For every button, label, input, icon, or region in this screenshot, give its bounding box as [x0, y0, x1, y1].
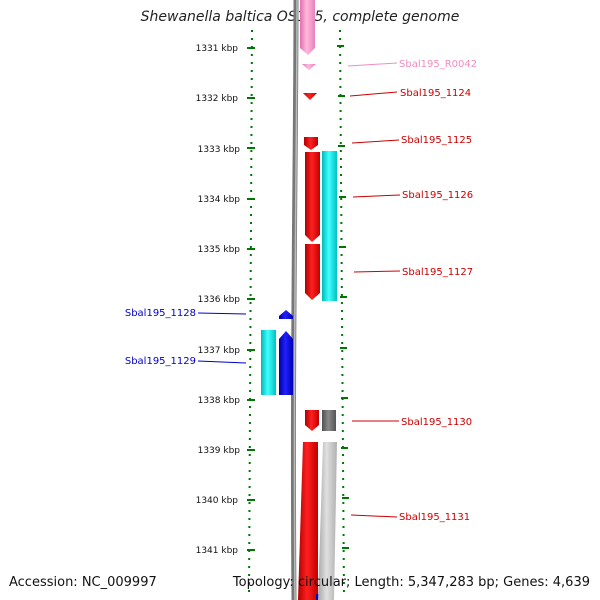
gene-label-1126[interactable]: Sbal195_1126	[402, 190, 473, 201]
gene-1126-feature[interactable]	[305, 152, 320, 242]
gene-1127-feature[interactable]	[305, 244, 320, 300]
right-track-boundary	[339, 29, 345, 599]
leader-lines	[197, 62, 401, 518]
tick-label: 1340 kbp	[196, 496, 239, 506]
tick-label: 1339 kbp	[198, 446, 241, 456]
gene-label-1127[interactable]: Sbal195_1127	[402, 267, 473, 278]
gene-1128-feature[interactable]	[279, 310, 293, 319]
tick-label: 1333 kbp	[198, 145, 241, 155]
ruler-labels: 1331 kbp 1332 kbp 1333 kbp 1334 kbp 1335…	[196, 44, 241, 556]
gene-1125-feature[interactable]	[304, 137, 318, 150]
gene-label-1128[interactable]: Sbal195_1128	[125, 308, 196, 319]
genome-backbone	[290, 0, 299, 600]
gene-labels: Sbal195_R0042 Sbal195_1124 Sbal195_1125 …	[125, 59, 477, 523]
gene-r0042-feature[interactable]	[300, 0, 316, 70]
gene-label-r0042[interactable]: Sbal195_R0042	[399, 59, 477, 70]
tick-label: 1337 kbp	[198, 346, 241, 356]
gene-1129-feature[interactable]	[279, 331, 293, 395]
tick-label: 1332 kbp	[196, 94, 239, 104]
grey-match-block	[322, 410, 336, 431]
light-grey-match-block	[318, 442, 337, 600]
ruler-ticks-left	[247, 47, 255, 551]
gene-1131-feature[interactable]	[298, 442, 318, 600]
tick-label: 1331 kbp	[196, 44, 239, 54]
accession-label: Accession: NC_009997	[9, 575, 157, 590]
tick-label: 1341 kbp	[196, 546, 239, 556]
gene-label-1131[interactable]: Sbal195_1131	[399, 512, 470, 523]
gene-label-1129[interactable]: Sbal195_1129	[125, 356, 196, 367]
tick-label: 1335 kbp	[198, 245, 241, 255]
gene-label-1124[interactable]: Sbal195_1124	[400, 88, 471, 99]
tick-label: 1338 kbp	[198, 396, 241, 406]
topology-label: Topology: circular; Length: 5,347,283 bp…	[232, 575, 590, 590]
gene-label-1130[interactable]: Sbal195_1130	[401, 417, 472, 428]
cyan-match-block	[322, 151, 337, 301]
tick-label: 1336 kbp	[198, 295, 241, 305]
left-track-boundary	[248, 29, 253, 599]
gene-label-1125[interactable]: Sbal195_1125	[401, 135, 472, 146]
tick-label: 1334 kbp	[198, 195, 241, 205]
cyan-match-block	[261, 330, 276, 395]
gene-1130-feature[interactable]	[305, 410, 319, 431]
ruler-ticks-right	[337, 45, 349, 549]
gene-1124-feature[interactable]	[303, 93, 317, 100]
